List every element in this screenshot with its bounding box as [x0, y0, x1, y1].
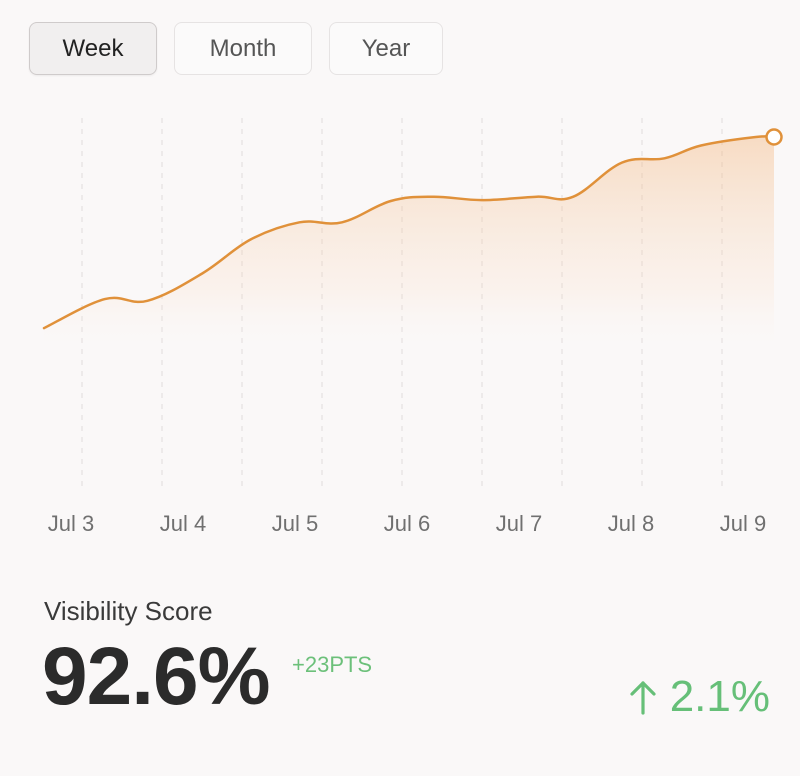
tab-week[interactable]: Week — [29, 22, 157, 75]
arrow-up-icon — [630, 681, 656, 715]
chart-gridlines — [81, 118, 723, 490]
score-percent-change: 2.1% — [628, 672, 770, 722]
x-axis-tick-label: Jul 7 — [496, 511, 542, 536]
score-percent-change-value: 2.1% — [669, 672, 770, 721]
chart-series-line — [42, 135, 776, 330]
x-axis-tick-label: Jul 3 — [48, 511, 94, 536]
score-label: Visibility Score — [44, 596, 213, 626]
score-value: 92.6% — [42, 631, 271, 722]
score-points-change: +23PTS — [292, 652, 373, 677]
chart-area-fill — [44, 136, 774, 360]
chart-end-marker — [765, 128, 783, 146]
tab-year[interactable]: Year — [329, 22, 443, 75]
x-axis-tick-label: Jul 5 — [272, 511, 318, 536]
period-tabs: Week Month Year — [29, 22, 443, 75]
x-axis-tick-label: Jul 4 — [160, 511, 206, 536]
x-axis-tick-labels: Jul 3 Jul 4 Jul 5 Jul 6 Jul 7 Jul 8 Jul 9 — [48, 511, 766, 536]
visibility-score-chart: Jul 3 Jul 4 Jul 5 Jul 6 Jul 7 Jul 8 Jul 9 — [42, 118, 783, 536]
x-axis-tick-label: Jul 8 — [608, 511, 654, 536]
x-axis-tick-label: Jul 9 — [720, 511, 766, 536]
x-axis-tick-label: Jul 6 — [384, 511, 430, 536]
tab-month[interactable]: Month — [174, 22, 312, 75]
